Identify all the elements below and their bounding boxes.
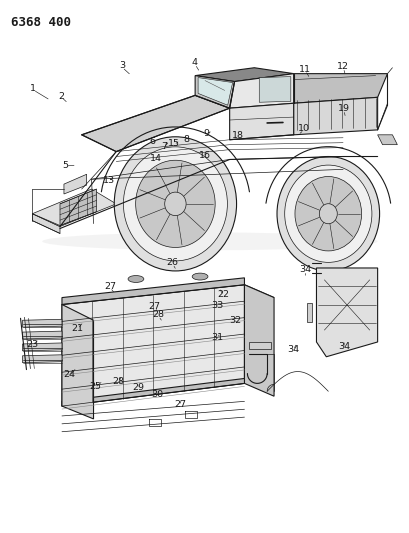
Text: 6368 400: 6368 400 <box>11 17 70 29</box>
Text: 21: 21 <box>72 324 83 333</box>
Polygon shape <box>60 189 96 225</box>
Ellipse shape <box>276 157 379 271</box>
Text: 5: 5 <box>62 160 68 169</box>
Text: 1: 1 <box>30 84 36 93</box>
Ellipse shape <box>114 137 236 271</box>
Ellipse shape <box>164 192 186 216</box>
Polygon shape <box>306 303 311 322</box>
Ellipse shape <box>319 204 337 224</box>
Polygon shape <box>64 174 86 194</box>
Polygon shape <box>195 68 293 82</box>
Polygon shape <box>22 319 62 327</box>
Polygon shape <box>62 378 244 406</box>
Text: 9: 9 <box>203 129 209 138</box>
Text: 22: 22 <box>217 290 229 299</box>
Text: 31: 31 <box>211 333 222 342</box>
Text: 11: 11 <box>299 65 310 74</box>
Polygon shape <box>195 76 234 108</box>
Polygon shape <box>22 355 62 362</box>
Text: 13: 13 <box>102 176 115 185</box>
Ellipse shape <box>284 165 371 262</box>
Polygon shape <box>294 95 306 105</box>
Polygon shape <box>22 331 62 339</box>
Text: 27: 27 <box>148 302 160 311</box>
Polygon shape <box>22 343 62 351</box>
Polygon shape <box>229 74 293 108</box>
Text: 34: 34 <box>286 344 299 353</box>
Text: 28: 28 <box>112 377 124 386</box>
Polygon shape <box>293 98 377 135</box>
Text: 15: 15 <box>167 140 180 149</box>
Text: 27: 27 <box>173 400 185 409</box>
Text: 27: 27 <box>104 282 116 291</box>
Polygon shape <box>32 214 60 233</box>
Polygon shape <box>62 285 244 406</box>
Text: 29: 29 <box>132 383 144 392</box>
Text: 10: 10 <box>297 124 309 133</box>
Polygon shape <box>62 304 93 419</box>
Polygon shape <box>198 78 232 105</box>
Polygon shape <box>249 342 270 349</box>
Polygon shape <box>258 77 290 102</box>
Polygon shape <box>81 95 229 151</box>
Text: 34: 34 <box>299 265 310 274</box>
Text: 6: 6 <box>149 138 155 147</box>
Polygon shape <box>62 285 273 320</box>
Text: 8: 8 <box>182 135 189 144</box>
Ellipse shape <box>128 276 144 282</box>
Polygon shape <box>293 74 387 103</box>
Text: 7: 7 <box>161 142 167 151</box>
Polygon shape <box>244 285 273 396</box>
Text: 12: 12 <box>337 62 348 71</box>
Text: 23: 23 <box>26 340 38 349</box>
Ellipse shape <box>192 273 207 280</box>
Text: 28: 28 <box>152 310 164 319</box>
Text: 32: 32 <box>228 316 240 325</box>
Ellipse shape <box>294 176 361 251</box>
Text: 16: 16 <box>198 150 210 159</box>
Text: 24: 24 <box>63 370 75 379</box>
Ellipse shape <box>135 160 215 247</box>
Text: 2: 2 <box>58 92 64 101</box>
Polygon shape <box>32 189 116 227</box>
Text: 4: 4 <box>191 58 198 67</box>
Text: 14: 14 <box>149 154 161 163</box>
Polygon shape <box>377 135 396 144</box>
Text: 3: 3 <box>119 61 125 70</box>
Text: 30: 30 <box>151 390 163 399</box>
Ellipse shape <box>123 147 227 261</box>
Ellipse shape <box>42 232 377 250</box>
Polygon shape <box>316 268 377 357</box>
Text: 33: 33 <box>211 302 223 310</box>
Text: 19: 19 <box>337 104 349 114</box>
Polygon shape <box>62 278 244 304</box>
Text: 34: 34 <box>337 342 349 351</box>
Polygon shape <box>229 103 293 140</box>
Text: 25: 25 <box>89 382 101 391</box>
Text: 26: 26 <box>166 259 178 268</box>
Text: 18: 18 <box>231 131 244 140</box>
